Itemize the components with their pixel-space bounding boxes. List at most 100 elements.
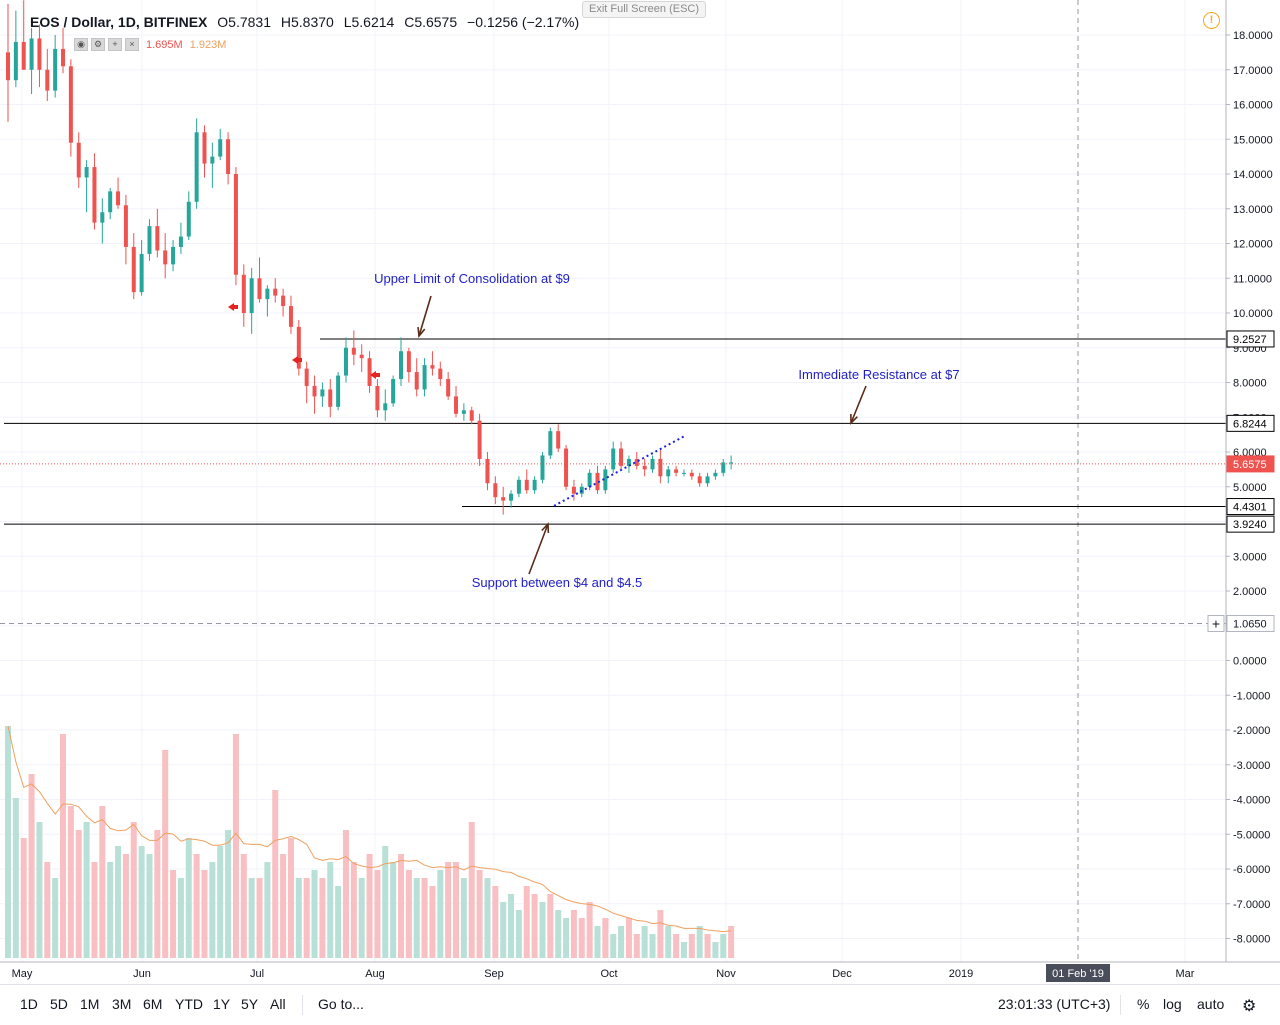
volume-bar <box>390 862 397 958</box>
candle-body <box>383 403 388 411</box>
candle-body <box>186 201 191 237</box>
volume-bar <box>484 878 491 958</box>
volume-bar <box>405 870 412 958</box>
candle-body <box>336 375 341 407</box>
volume-bar <box>680 942 687 958</box>
range-1y[interactable]: 1Y <box>213 996 231 1012</box>
candle-body <box>29 38 34 70</box>
volume-bar <box>358 878 365 958</box>
candle-body <box>76 142 81 178</box>
candle-body <box>611 448 616 470</box>
gear-icon[interactable]: ⚙ <box>1242 998 1257 1015</box>
plus-icon: + <box>1212 615 1220 631</box>
annotation-arrow <box>528 523 549 575</box>
price-label-box <box>1226 498 1275 516</box>
volume-bar <box>122 854 129 958</box>
candle-body <box>257 278 262 300</box>
volume-bar <box>217 846 224 958</box>
volume-ma-line <box>7 725 732 933</box>
candle-body <box>650 458 655 470</box>
volume-value: 1.695M <box>146 38 183 51</box>
price-tick-label: -7.0000 <box>1233 899 1270 911</box>
range-ytd[interactable]: YTD <box>175 996 203 1012</box>
range-6m[interactable]: 6M <box>143 996 163 1012</box>
range-5y[interactable]: 5Y <box>241 996 259 1012</box>
volume-bar <box>508 894 515 958</box>
candle-body <box>430 365 435 369</box>
annotation-arrowhead <box>541 522 550 534</box>
price-label-box <box>1226 515 1275 533</box>
candle-body <box>351 347 356 355</box>
annotation-arrow <box>418 295 432 337</box>
candle-body <box>226 139 231 174</box>
candle-body <box>328 389 333 407</box>
candle-body <box>202 132 207 164</box>
price-tick-label: 0.0000 <box>1233 656 1267 668</box>
volume-bar <box>610 934 617 958</box>
candle-body <box>359 354 364 359</box>
candle-body <box>92 167 97 223</box>
volume-bar <box>720 934 727 958</box>
range-1d[interactable]: 1D <box>20 996 38 1012</box>
candle-body <box>218 139 223 157</box>
log-toggle[interactable]: log <box>1163 996 1182 1012</box>
candle-body <box>6 52 10 81</box>
volume-bar <box>578 918 585 958</box>
candle-body <box>312 385 317 397</box>
volume-bar <box>303 878 310 958</box>
candle-body <box>21 41 26 70</box>
toolbar-divider <box>1120 995 1121 1015</box>
range-5d[interactable]: 5D <box>50 996 68 1012</box>
volume-bar <box>295 878 302 958</box>
goto-button[interactable]: Go to... <box>318 996 364 1012</box>
candle-body <box>603 469 608 491</box>
candle-body <box>139 253 144 293</box>
range-all[interactable]: All <box>270 996 286 1012</box>
volume-bar <box>374 870 381 958</box>
volume-bar <box>5 726 11 958</box>
volume-bar <box>91 862 98 958</box>
percent-toggle[interactable]: % <box>1137 996 1150 1012</box>
candle-body <box>249 278 254 313</box>
exit-fullscreen-button[interactable]: Exit Full Screen (ESC) <box>582 1 707 18</box>
price-tick-label: -6.0000 <box>1233 864 1270 876</box>
ohlc-legend: EOS / Dollar, 1D, BITFINEX O5.7831 H5.83… <box>30 14 585 30</box>
candle-body <box>571 486 576 494</box>
add-icon[interactable]: + <box>108 38 122 51</box>
annotation-arrowhead <box>417 326 426 338</box>
volume-bar <box>421 878 428 958</box>
candle-body <box>666 469 671 477</box>
candle-body <box>705 476 710 484</box>
candle-body <box>626 458 631 466</box>
candle-body <box>391 379 396 404</box>
close-icon[interactable]: × <box>125 38 139 51</box>
volume-bar <box>728 926 735 958</box>
price-tick-label: 2.0000 <box>1233 586 1267 598</box>
range-3m[interactable]: 3M <box>112 996 132 1012</box>
settings-icon[interactable]: ⚙ <box>91 38 105 51</box>
eye-icon[interactable]: ◉ <box>74 38 88 51</box>
range-1m[interactable]: 1M <box>80 996 100 1012</box>
warning-icon[interactable]: ! <box>1203 12 1220 29</box>
symbol-title[interactable]: EOS / Dollar, 1D, BITFINEX <box>30 14 208 30</box>
volume-bar <box>437 870 444 958</box>
volume-bar <box>83 822 90 958</box>
candle-body <box>681 472 686 474</box>
candle-body <box>501 497 506 501</box>
volume-bar <box>162 750 169 958</box>
candle-body <box>84 167 89 178</box>
auto-toggle[interactable]: auto <box>1197 996 1225 1012</box>
volume-bar <box>12 798 19 958</box>
volume-bar <box>555 910 562 958</box>
volume-bar <box>60 734 67 958</box>
volume-bar <box>531 894 538 958</box>
candle-body <box>194 132 199 202</box>
volume-bar <box>366 854 373 958</box>
annotation-label: Support between $4 and $4.5 <box>472 575 643 590</box>
add-alert-button[interactable] <box>1207 614 1225 632</box>
volume-bar <box>382 846 389 958</box>
volume-bar <box>209 862 216 958</box>
candle-body <box>406 351 411 373</box>
